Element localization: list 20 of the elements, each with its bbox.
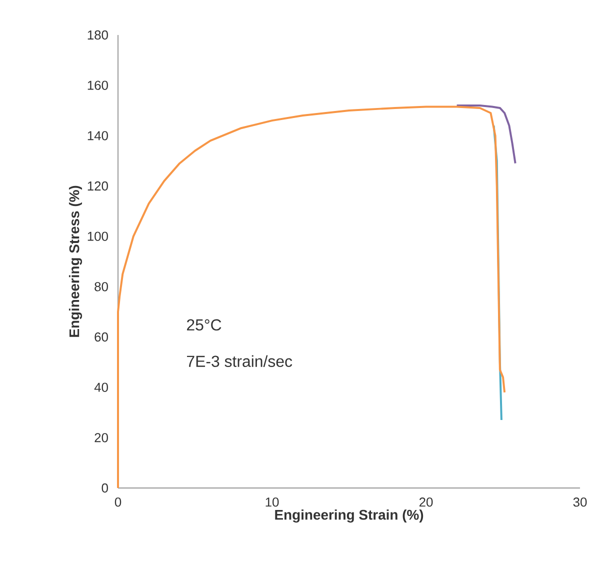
y-tick-label: 40 [94,382,108,392]
line-series [117,106,506,489]
y-tick-label: 140 [88,131,108,140]
y-tick-label: 120 [88,181,108,191]
y-tick-label: 60 [94,332,108,342]
y-tick-label: 180 [88,30,108,40]
y-tick-label: 0 [102,483,108,493]
x-tick-label: 20 [419,498,433,507]
y-tick-label: 160 [88,80,108,90]
x-tick-label: 30 [573,498,587,507]
y-tick-label: 20 [94,433,108,442]
y-tick-label: 100 [88,232,108,241]
annotation: 25°C [187,319,222,331]
x-tick-label: 10 [266,498,279,507]
y-axis-title: Engineering Stress (%) [68,186,82,337]
x-axis-title: Engineering Strain (%) [275,510,424,523]
line-series [456,104,516,164]
x-tick-label: 0 [114,498,122,507]
annotation: 7E-3 strain/sec [187,355,292,367]
y-tick-label: 80 [94,282,108,292]
